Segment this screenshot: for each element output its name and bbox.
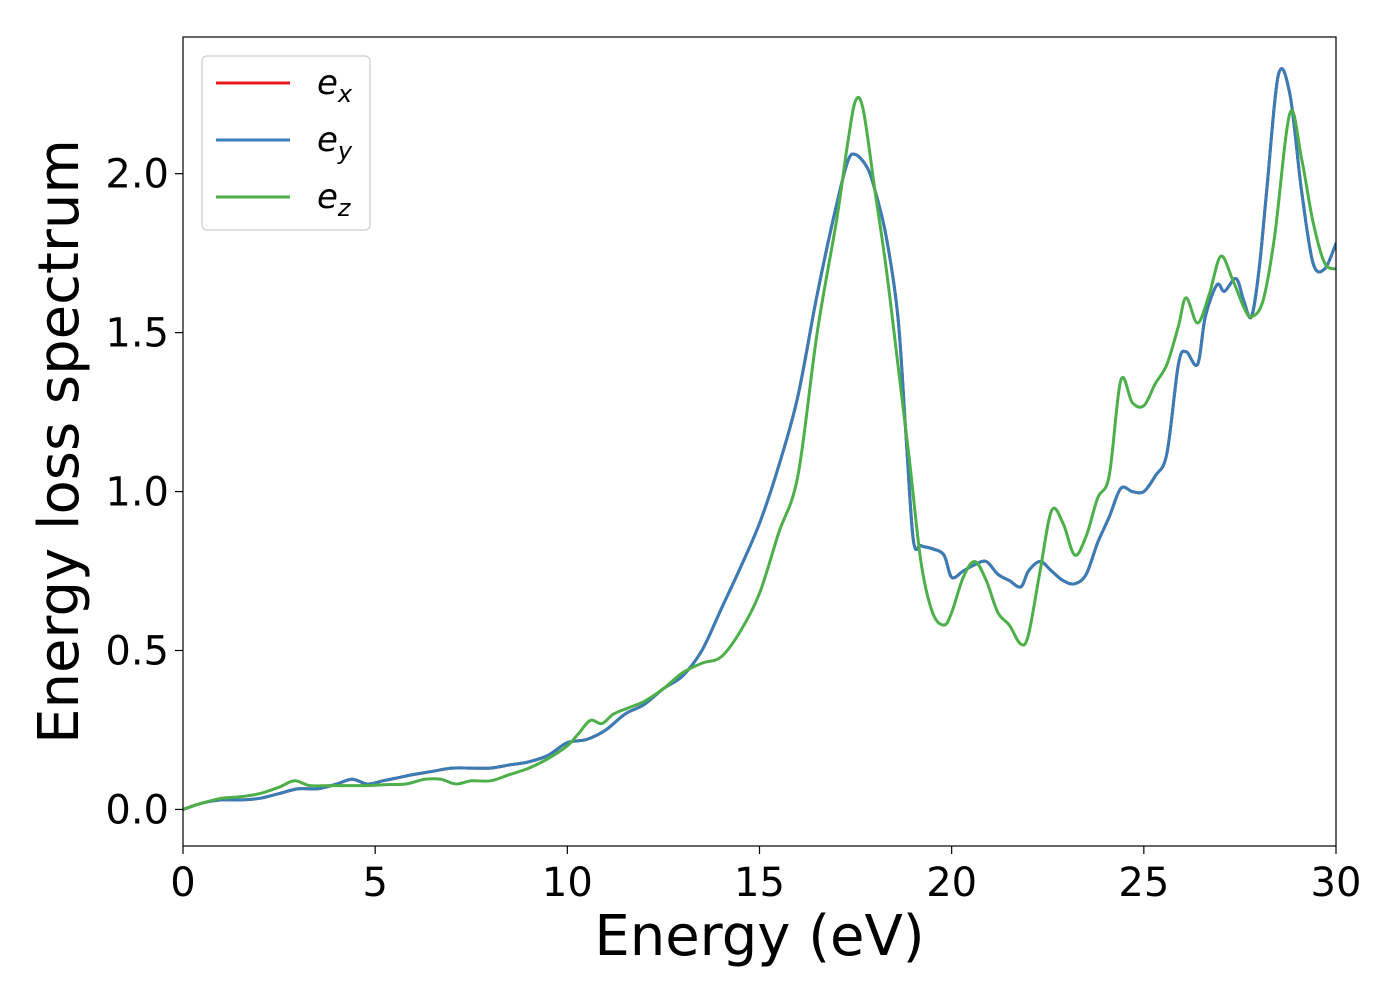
legend-label-subscript: y [337, 137, 353, 165]
y-tick-label: 1.5 [105, 311, 169, 357]
x-tick-label: 0 [170, 860, 195, 906]
legend-label-z: ez [317, 177, 352, 222]
legend-label-base: e [317, 120, 338, 160]
x-tick-label: 20 [926, 860, 977, 906]
legend-label-base: e [317, 63, 338, 103]
x-axis-ticks: 0 5 10 15 20 25 30 [170, 846, 1361, 906]
x-tick-label: 10 [542, 860, 593, 906]
y-axis-label: Energy loss spectrum [27, 139, 92, 744]
legend-label-x: ex [317, 63, 353, 108]
x-tick-label: 5 [362, 860, 387, 906]
legend-box [201, 55, 371, 231]
x-tick-label: 15 [734, 860, 785, 906]
y-axis-ticks: 0.0 0.5 1.0 1.5 2.0 [105, 152, 183, 833]
legend-label-subscript: x [337, 80, 353, 108]
series-line-y [183, 67, 1336, 811]
y-tick-label: 0.5 [105, 629, 169, 675]
legend-label-base: e [317, 177, 338, 217]
x-axis-label: Energy (eV) [594, 904, 924, 969]
y-tick-label: 2.0 [105, 152, 169, 198]
legend-label-y: ey [317, 120, 353, 165]
series-layer [183, 67, 1336, 811]
legend-label-subscript: z [337, 194, 352, 222]
y-tick-label: 1.0 [105, 470, 169, 516]
series-line-z [183, 95, 1336, 811]
y-tick-label: 0.0 [105, 787, 169, 833]
x-tick-label: 30 [1311, 860, 1362, 906]
x-tick-label: 25 [1118, 860, 1169, 906]
